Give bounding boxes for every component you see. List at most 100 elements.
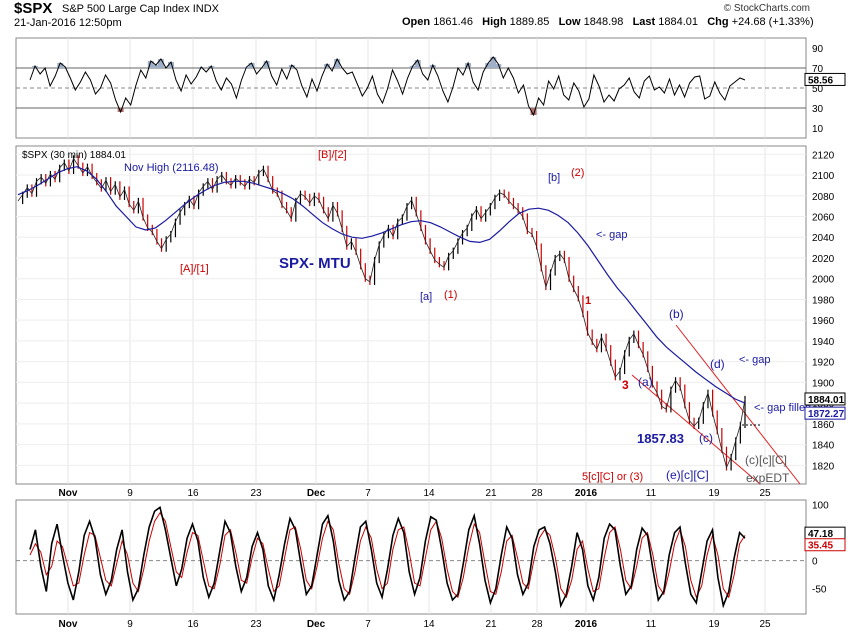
rsi-y-tick: 50 [812, 84, 824, 95]
price-line [17, 157, 746, 469]
price-annotation: (c)[c][C] [745, 453, 787, 467]
rsi-last-value: 58.56 [808, 75, 833, 86]
price-panel: 2120 2100 2080 2060 2040 2020 2000 1980 1960 1940… [15, 145, 846, 499]
price-annotation: Nov High (2116.48) [124, 162, 219, 174]
datetime-label: 21-Jan-2016 12:50pm [14, 17, 122, 29]
price-annotation: (c) [699, 431, 713, 445]
price-y-tick: 1840 [812, 441, 835, 452]
rsi-last-value-box [804, 72, 846, 86]
price-y-tick: 2000 [812, 275, 835, 286]
price-annotation: [a] [420, 291, 432, 303]
price-x-tick: 9 [127, 488, 133, 499]
osc-last-value: 47.18 [808, 529, 833, 540]
exchange-label: INDX [192, 3, 219, 15]
low-value: 1848.98 [583, 16, 624, 28]
osc-x-tick: 9 [127, 619, 133, 630]
symbol-label: $SPX [14, 0, 53, 17]
rsi-line [29, 56, 746, 117]
rsi-overbought-fill [465, 63, 472, 68]
price-annotation: (d) [710, 357, 725, 371]
ma-last-value-box [804, 406, 846, 420]
price-y-tick: 1980 [812, 295, 835, 306]
price-y-tick: 2080 [812, 192, 835, 203]
price-x-tick: 7 [365, 488, 371, 499]
price-last-value: 1884.01 [808, 395, 845, 406]
rsi-overbought-fill [248, 63, 255, 68]
osc-x-tick: 19 [708, 619, 720, 630]
brand-label: © StockCharts.com [723, 3, 810, 14]
price-annotation: [b] [548, 172, 560, 184]
price-annotation: (b) [669, 307, 684, 321]
osc-y-tick: 0 [812, 557, 818, 568]
osc-x-tick: Nov [59, 619, 78, 630]
rsi-overbought-fill [334, 59, 341, 68]
price-y-tick: 2120 [812, 150, 835, 161]
price-frame [15, 145, 807, 485]
price-x-tick: 21 [485, 488, 497, 499]
rsi-y-tick: 30 [812, 104, 824, 115]
price-annotation: (2) [571, 167, 584, 179]
open-value: 1861.46 [433, 16, 473, 28]
chart-header: $SPX S&P 500 Large Cap Index INDX 21-Jan… [0, 0, 850, 30]
osc-y-tick: -50 [812, 585, 827, 596]
price-y-tick: 2040 [812, 233, 835, 244]
last-value: 1884.01 [658, 16, 699, 28]
price-y-tick: 2020 [812, 254, 835, 265]
price-annotation: (1) [444, 289, 457, 301]
price-y-tick: 1920 [812, 358, 835, 369]
price-annotation: <- gap filled [754, 402, 811, 414]
price-y-tick: 2060 [812, 213, 835, 224]
channel-lower-line [631, 374, 761, 485]
price-annotation: (e)[c][C] [666, 468, 709, 482]
osc-x-tick: 25 [759, 619, 771, 630]
channel-upper-line [675, 324, 801, 485]
rsi-overbought-fill [324, 64, 331, 68]
price-annotation: [B]/[2] [318, 149, 347, 161]
price-x-tick: 25 [759, 488, 771, 499]
price-y-tick: 1860 [812, 420, 835, 431]
osc-signal-value-box [804, 538, 846, 552]
osc-x-tick: 2016 [575, 619, 598, 630]
price-x-tick: Nov [59, 488, 78, 499]
rsi-oversold-fill [530, 108, 537, 115]
price-x-tick: 19 [708, 488, 720, 499]
price-y-tick: 1940 [812, 337, 835, 348]
rsi-overbought-fill [167, 62, 174, 68]
price-annotation: SPX- MTU [279, 255, 351, 272]
rsi-overbought-fill [495, 64, 502, 68]
price-x-tick: 2016 [575, 488, 598, 499]
price-annotation: 1 [585, 295, 591, 307]
rsi-y-tick: 70 [812, 64, 824, 75]
price-annotation: expEDT [746, 471, 790, 485]
rsi-y-tick: 10 [812, 124, 824, 135]
moving-average-line [17, 166, 746, 404]
rsi-overbought-fill [414, 60, 421, 68]
osc-x-tick: 21 [485, 619, 497, 630]
rsi-overbought-fill [152, 65, 159, 68]
high-value: 1889.85 [509, 16, 550, 28]
price-x-tick: Dec [307, 488, 326, 499]
osc-signal-line [29, 511, 746, 599]
osc-y-tick: 100 [812, 500, 829, 511]
rsi-overbought-fill [57, 63, 64, 68]
rsi-overbought-fill [485, 63, 492, 68]
price-x-tick: 23 [250, 488, 262, 499]
ma-last-value: 1872.27 [808, 409, 845, 420]
oscillator-panel: 100500-5047.1835.45Nov91623Dec7142128201… [15, 499, 846, 630]
osc-signal-value: 35.45 [808, 541, 833, 552]
rsi-overbought-fill [263, 61, 270, 68]
price-last-value-box [804, 392, 846, 406]
price-annotation: 5[c][C] or (3) [582, 471, 643, 483]
osc-main-line [29, 505, 746, 609]
rsi-overbought-fill [147, 61, 154, 68]
price-annotation: 1857.83 [637, 431, 684, 446]
price-x-tick: 11 [646, 488, 657, 499]
price-x-tick: 14 [423, 488, 435, 499]
rsi-panel: 90 70 50 30 10 58.56 [15, 37, 846, 139]
price-annotation: (a) [638, 375, 653, 389]
osc-x-tick: 14 [423, 619, 435, 630]
rsi-overbought-fill [157, 59, 164, 68]
price-x-tick: 16 [187, 488, 199, 499]
ohlc-summary: Open 1861.46 High 1889.85 Low 1848.98 La… [402, 16, 814, 28]
osc-x-tick: Dec [307, 619, 326, 630]
